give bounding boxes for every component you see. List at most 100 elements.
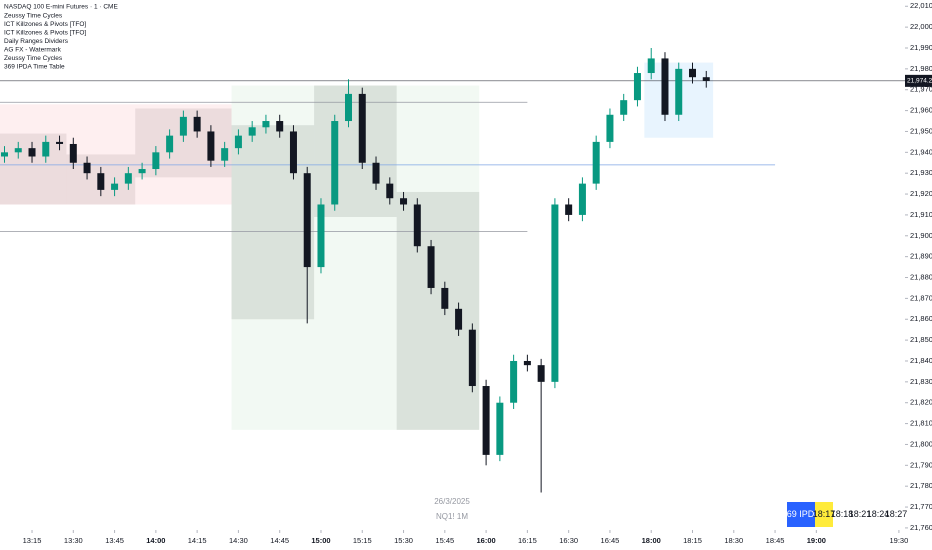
x-tick-label: 15:45	[435, 536, 454, 545]
y-tick-label: 21,870.00	[910, 293, 932, 302]
y-tick-label: 21,920.00	[910, 189, 932, 198]
candle-body	[166, 135, 174, 153]
symbol-title: NASDAQ 100 E-mini Futures · 1 · CME	[4, 4, 118, 11]
candle-body	[56, 141, 64, 144]
candle-body	[42, 141, 50, 157]
indicator-label: Zeussy Time Cycles	[4, 13, 63, 20]
y-tick-label: 21,790.00	[910, 460, 932, 469]
time-table-title: 369 IPDA	[782, 509, 821, 519]
time-table-highlight	[815, 502, 833, 527]
y-tick-label: 21,850.00	[910, 335, 932, 344]
candle-body	[358, 93, 366, 163]
candle-body	[427, 246, 435, 288]
x-tick-label: 14:15	[188, 536, 207, 545]
zone-box	[231, 125, 315, 320]
x-tick-label: 13:15	[23, 536, 42, 545]
candle-body	[179, 116, 187, 136]
candle-body	[152, 152, 160, 170]
indicator-label: Daily Ranges Dividers	[4, 38, 69, 45]
candle-body	[441, 287, 449, 309]
x-tick-label: 18:45	[766, 536, 785, 545]
candle-body	[647, 58, 655, 74]
candle-body	[111, 183, 119, 190]
zone-box	[231, 85, 480, 430]
candle-body	[482, 386, 490, 455]
candle-body	[661, 58, 669, 115]
y-tick-label: 21,900.00	[910, 231, 932, 240]
candle-body	[303, 173, 311, 268]
y-tick-label: 21,960.00	[910, 106, 932, 115]
watermark-date: 26/3/2025	[434, 497, 470, 506]
candle-body	[468, 329, 476, 387]
candle-body	[207, 131, 215, 161]
x-tick-label: 13:30	[64, 536, 83, 545]
zone-box	[0, 133, 67, 205]
y-tick-label: 21,860.00	[910, 314, 932, 323]
x-tick-label: 14:45	[270, 536, 289, 545]
candle-body	[331, 121, 339, 205]
y-tick-label: 21,830.00	[910, 377, 932, 386]
indicator-label: ICT Killzones & Pivots [TFO]	[4, 21, 86, 28]
x-tick-label: 18:30	[724, 536, 743, 545]
x-tick-label: 15:00	[311, 536, 330, 545]
zone-box	[396, 191, 480, 430]
candle-body	[193, 116, 201, 132]
x-tick-label: 16:15	[518, 536, 537, 545]
indicator-label: Zeussy Time Cycles	[4, 55, 63, 62]
candle-body	[124, 173, 132, 184]
time-table-time: 18:17	[813, 509, 836, 519]
candle-body	[537, 365, 545, 382]
candle-body	[69, 143, 77, 163]
indicator-label: ICT Killzones & Pivots [TFO]	[4, 30, 86, 37]
last-price-label: 21,974.25	[907, 78, 932, 85]
x-tick-label: 19:00	[807, 536, 826, 545]
candle-body	[578, 183, 586, 215]
candle-body	[14, 148, 22, 153]
y-tick-label: 21,970.00	[910, 85, 932, 94]
candle-body	[523, 360, 531, 366]
candle-body	[97, 173, 105, 190]
y-tick-label: 21,980.00	[910, 64, 932, 73]
candle-body	[28, 148, 36, 157]
candle-body	[83, 162, 91, 174]
time-table-time: 18:21	[849, 509, 872, 519]
y-tick-label: 21,780.00	[910, 481, 932, 490]
time-table-title-bg	[787, 502, 815, 527]
y-tick-label: 21,810.00	[910, 419, 932, 428]
y-tick-label: 21,930.00	[910, 168, 932, 177]
y-tick-label: 21,820.00	[910, 398, 932, 407]
x-tick-label: 16:30	[559, 536, 578, 545]
y-tick-label: 21,800.00	[910, 439, 932, 448]
y-tick-label: 21,890.00	[910, 252, 932, 261]
y-tick-label: 21,840.00	[910, 356, 932, 365]
y-tick-label: 21,770.00	[910, 502, 932, 511]
x-tick-label: 14:00	[146, 536, 165, 545]
candle-body	[510, 360, 518, 403]
candle-body	[1, 152, 8, 157]
y-tick-label: 21,880.00	[910, 273, 932, 282]
y-tick-label: 22,010.00	[910, 1, 932, 10]
x-tick-label: 13:45	[105, 536, 124, 545]
candle-body	[413, 204, 421, 247]
candle-body	[551, 204, 559, 382]
candle-body	[262, 121, 270, 128]
candle-body	[248, 127, 256, 136]
x-tick-label: 15:30	[394, 536, 413, 545]
candle-body	[372, 162, 380, 184]
y-tick-label: 21,760.00	[910, 523, 932, 532]
candle-body	[689, 68, 696, 78]
x-tick-label: 14:30	[229, 536, 248, 545]
x-tick-label: 18:15	[683, 536, 702, 545]
candle-body	[496, 402, 504, 455]
candle-body	[317, 204, 325, 268]
time-table-time: 18:27	[885, 509, 908, 519]
time-table-time: 18:24	[867, 509, 890, 519]
y-tick-label: 21,910.00	[910, 210, 932, 219]
x-tick-label: 16:00	[477, 536, 496, 545]
x-tick-label: 18:00	[642, 536, 661, 545]
candle-body	[606, 114, 614, 142]
candle-body	[276, 121, 284, 132]
watermark-ticker: NQ1! 1M	[436, 512, 468, 521]
